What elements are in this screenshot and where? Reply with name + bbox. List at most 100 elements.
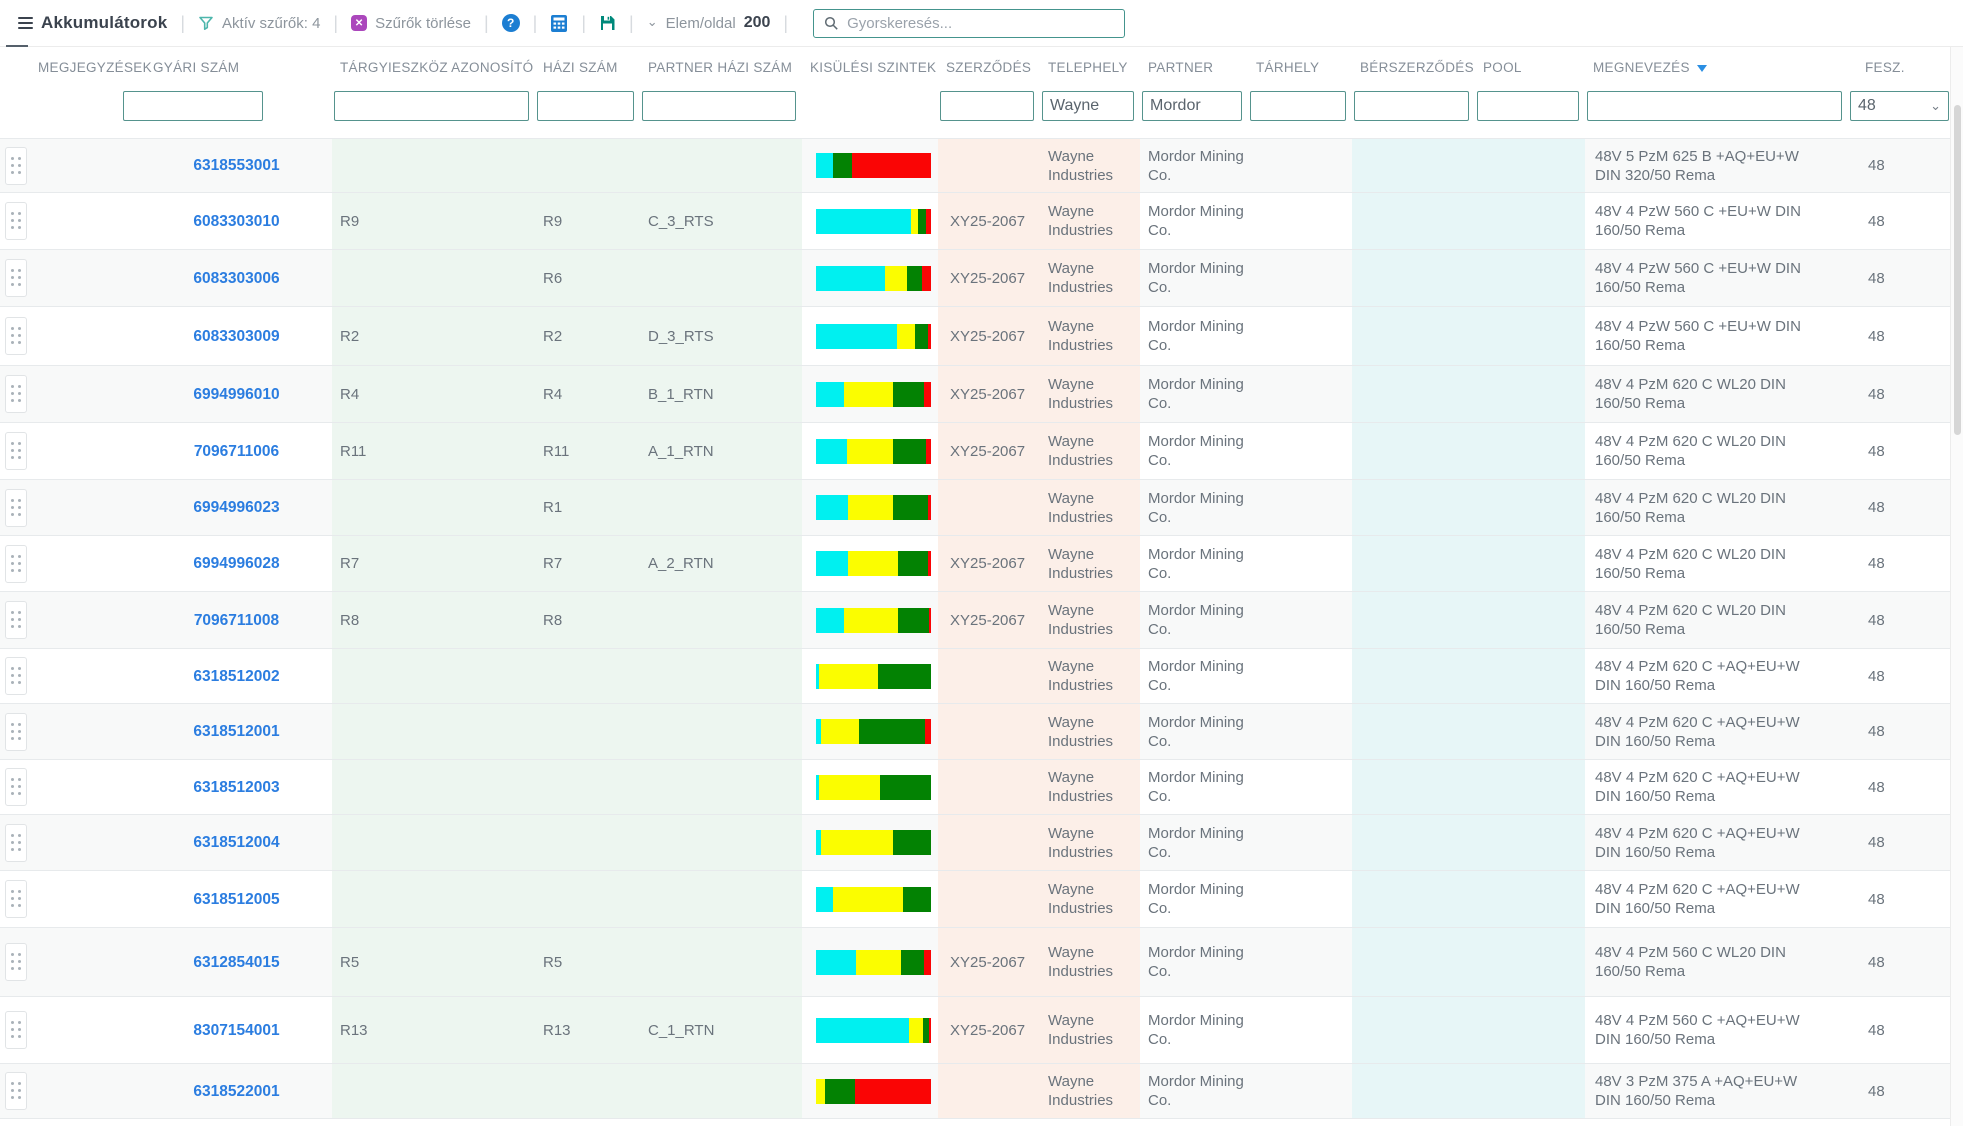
cell-tarhely: [1248, 592, 1352, 648]
col-header-fesz[interactable]: FESZ.: [1848, 47, 1955, 81]
filter-input-targyieszkoz_azonosito[interactable]: [334, 91, 529, 121]
quick-search[interactable]: Gyorskeresés...: [813, 8, 1126, 38]
col-header-partner_hazi_szam[interactable]: PARTNER HÁZI SZÁM: [640, 47, 802, 81]
serial-number-link[interactable]: 6994996028: [193, 555, 280, 572]
cell-text: Wayne Industries: [1048, 944, 1114, 980]
cell-pool: [1475, 193, 1585, 249]
serial-number-link[interactable]: 6318512003: [193, 778, 280, 796]
cell-partner: Mordor Mining Co.: [1140, 928, 1248, 996]
filter-input-pool[interactable]: [1477, 91, 1579, 121]
save-button[interactable]: [599, 14, 616, 32]
row-drag-handle[interactable]: [5, 544, 27, 583]
serial-number-link[interactable]: 6083303010: [193, 212, 280, 230]
col-header-kisulesi_szintek[interactable]: KISÜLÉSI SZINTEK: [802, 47, 938, 81]
col-header-berszerzodes[interactable]: BÉRSZERZŐDÉS: [1352, 47, 1475, 81]
row-drag-handle[interactable]: [5, 375, 27, 413]
serial-number-link[interactable]: 6318512005: [193, 890, 280, 908]
cell-hazi_szam: [535, 760, 640, 814]
col-header-partner[interactable]: PARTNER: [1140, 47, 1248, 81]
serial-number-link[interactable]: 6318512004: [193, 834, 280, 851]
bar-segment-red: [921, 265, 931, 291]
row-drag-handle[interactable]: [5, 202, 27, 240]
serial-number-link[interactable]: 6994996010: [193, 385, 280, 403]
cell-kisulesi_szintek: [802, 760, 938, 814]
cell-handle: [0, 536, 30, 591]
sort-desc-icon[interactable]: [1696, 65, 1707, 72]
serial-number-link[interactable]: 6083303006: [193, 269, 280, 287]
serial-number-link[interactable]: 8307154001: [193, 1021, 280, 1039]
serial-number-link[interactable]: 6318512002: [193, 667, 280, 685]
cell-text: R4: [340, 385, 360, 403]
col-header-targyieszkoz_azonosito[interactable]: TÁRGYIESZKÖZ AZONOSÍTÓ: [332, 47, 535, 81]
filter-input-gyari_szam[interactable]: [123, 91, 263, 121]
help-button[interactable]: ?: [501, 14, 520, 32]
cell-text: XY25-2067: [950, 212, 1026, 230]
row-drag-handle[interactable]: [5, 146, 27, 185]
cell-text: Wayne Industries: [1048, 1012, 1114, 1048]
filter-input-partner[interactable]: [1142, 91, 1242, 121]
serial-number-link[interactable]: 6318553001: [193, 157, 280, 174]
serial-number-link[interactable]: 6318522001: [193, 1082, 280, 1100]
cell-berszerzodes: [1352, 139, 1475, 192]
cell-pool: [1475, 760, 1585, 814]
serial-number-link[interactable]: 6318512001: [193, 723, 280, 740]
serial-number-link[interactable]: 6083303009: [193, 327, 280, 345]
cell-targyieszkoz_azonosito: [332, 1064, 535, 1118]
filter-select-fesz[interactable]: 48 ⌄: [1850, 91, 1949, 121]
col-header-gyari_szam[interactable]: GYÁRI SZÁM: [145, 47, 332, 81]
clear-filters-button[interactable]: ✕ Szűrők törlése: [351, 15, 471, 32]
row-drag-handle[interactable]: [5, 768, 27, 806]
cell-partner_hazi_szam: A_1_RTN: [640, 423, 802, 479]
row-drag-handle[interactable]: [5, 601, 27, 639]
row-drag-handle[interactable]: [5, 823, 27, 862]
cell-partner_hazi_szam: [640, 250, 802, 306]
serial-number-link[interactable]: 6994996023: [193, 499, 280, 516]
row-drag-handle[interactable]: [5, 880, 27, 918]
cell-gyari_szam: 6318522001: [145, 1064, 332, 1118]
row-drag-handle[interactable]: [5, 1072, 27, 1110]
row-drag-handle[interactable]: [5, 712, 27, 751]
col-header-hazi_szam[interactable]: HÁZI SZÁM: [535, 47, 640, 81]
bar-segment-yellow: [856, 949, 902, 975]
cell-megnevezes: 48V 4 PzW 560 C +EU+W DIN 160/50 Rema: [1585, 307, 1848, 365]
cell-targyieszkoz_azonosito: R4: [332, 366, 535, 422]
col-header-tarhely[interactable]: TÁRHELY: [1248, 47, 1352, 81]
filter-input-szerzodes[interactable]: [940, 91, 1034, 121]
filter-input-megnevezes[interactable]: [1587, 91, 1842, 121]
serial-number-link[interactable]: 7096711008: [193, 611, 280, 629]
per-page-control[interactable]: ⌄ Elem/oldal 200: [647, 14, 771, 32]
row-drag-handle[interactable]: [5, 432, 27, 470]
bar-segment-yellow: [816, 1078, 826, 1104]
row-drag-handle[interactable]: [5, 943, 27, 981]
scrollbar-thumb[interactable]: [1954, 105, 1961, 435]
cell-hazi_szam: [535, 871, 640, 927]
row-drag-handle[interactable]: [5, 1011, 27, 1049]
filter-input-partner_hazi_szam[interactable]: [642, 91, 796, 121]
cell-gyari_szam: 6318512002: [145, 649, 332, 703]
filter-input-hazi_szam[interactable]: [537, 91, 634, 121]
bar-segment-red: [928, 1017, 931, 1043]
cell-szerzodes: [938, 480, 1040, 535]
row-drag-handle[interactable]: [5, 488, 27, 527]
col-header-megjegyzesek[interactable]: MEGJEGYZÉSEK: [30, 47, 152, 81]
vertical-scrollbar[interactable]: [1950, 47, 1963, 1126]
table-export-button[interactable]: [550, 14, 568, 33]
filter-input-telephely[interactable]: [1042, 91, 1134, 121]
filter-input-tarhely[interactable]: [1250, 91, 1346, 121]
row-drag-handle[interactable]: [5, 657, 27, 695]
serial-number-link[interactable]: 7096711006: [193, 442, 280, 460]
cell-berszerzodes: [1352, 250, 1475, 306]
filter-select-value: 48: [1858, 97, 1876, 114]
col-header-pool[interactable]: POOL: [1475, 47, 1585, 81]
filter-input-berszerzodes[interactable]: [1354, 91, 1469, 121]
serial-number-link[interactable]: 6312854015: [193, 953, 280, 971]
row-drag-handle[interactable]: [5, 317, 27, 355]
cell-berszerzodes: [1352, 928, 1475, 996]
col-header-szerzodes[interactable]: SZERZŐDÉS: [938, 47, 1040, 81]
col-header-telephely[interactable]: TELEPHELY: [1040, 47, 1140, 81]
page-menu-title[interactable]: Akkumulátorok: [18, 13, 167, 33]
col-header-megnevezes[interactable]: MEGNEVEZÉS: [1585, 47, 1848, 81]
row-drag-handle[interactable]: [5, 259, 27, 297]
active-filters[interactable]: Aktív szűrők: 4: [198, 15, 320, 32]
cell-megjegyzesek: [30, 366, 145, 422]
